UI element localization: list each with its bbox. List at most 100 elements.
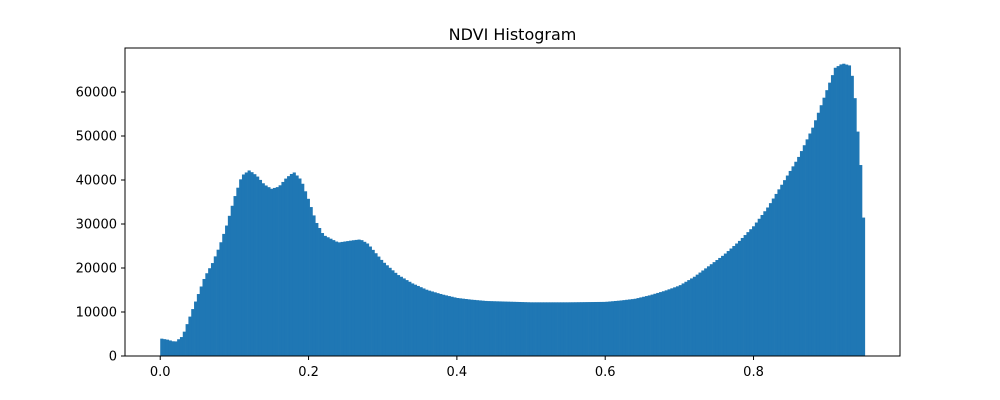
histogram-bar — [726, 251, 730, 356]
histogram-bar — [605, 301, 609, 356]
histogram-bar — [644, 296, 649, 356]
histogram-bar — [735, 243, 739, 356]
histogram-bar — [430, 291, 434, 356]
histogram-bar — [540, 302, 544, 356]
histogram-bar — [816, 112, 821, 356]
histogram-bar — [309, 207, 313, 356]
histogram-bar — [458, 298, 463, 356]
histogram-bar — [250, 172, 254, 356]
y-tick-label: 40000 — [76, 174, 117, 189]
histogram-bar — [580, 302, 584, 356]
histogram-bar — [425, 289, 429, 356]
histogram-bar — [794, 161, 798, 356]
histogram-bar — [602, 301, 606, 356]
histogram-bar — [585, 302, 589, 356]
histogram-bar — [622, 300, 626, 356]
histogram-bar — [633, 298, 637, 356]
histogram-bar — [219, 242, 223, 356]
histogram-bar — [360, 240, 364, 356]
histogram-bar — [546, 302, 550, 356]
histogram-bar — [382, 262, 387, 356]
histogram-bar — [746, 232, 750, 356]
histogram-bar — [566, 302, 570, 356]
histogram-bar — [436, 293, 440, 356]
histogram-bar — [408, 281, 412, 356]
histogram-bar — [526, 302, 530, 356]
histogram-bar — [551, 302, 556, 356]
y-tick-label: 30000 — [76, 218, 117, 233]
histogram-bar — [642, 296, 646, 356]
histogram-bar — [692, 276, 697, 356]
histogram-bar — [371, 249, 375, 356]
histogram-bar — [329, 238, 333, 356]
y-axis-ticks: 0 10000 20000 30000 40000 50000 60000 — [76, 86, 125, 365]
histogram-bar — [196, 294, 201, 356]
histogram-bar — [856, 131, 860, 356]
histogram-bar — [326, 237, 330, 356]
histogram-bar — [653, 293, 657, 356]
histogram-bar — [261, 183, 265, 356]
y-tick-label: 20000 — [76, 262, 117, 277]
histogram-bar — [659, 292, 663, 356]
histogram-bar — [712, 262, 716, 356]
histogram-bar — [205, 273, 209, 356]
histogram-bar — [456, 298, 460, 356]
histogram-bar — [312, 215, 316, 356]
histogram-bar — [357, 239, 361, 356]
histogram-bar — [484, 300, 488, 356]
histogram-bar — [289, 173, 294, 356]
histogram-bar — [258, 179, 263, 356]
histogram-bar — [737, 240, 742, 356]
x-tick-label: 0.8 — [743, 365, 764, 380]
histogram-bar — [791, 166, 795, 356]
histogram-bar — [295, 175, 299, 356]
histogram-bar — [174, 341, 178, 356]
histogram-bar — [292, 172, 296, 356]
histogram-bar — [489, 301, 494, 356]
histogram-bar — [797, 156, 801, 356]
histogram-bar — [439, 293, 443, 356]
histogram-bar — [470, 299, 474, 356]
histogram-bar — [340, 241, 344, 356]
histogram-bar — [281, 181, 285, 356]
histogram-bar — [808, 133, 812, 356]
histogram-bar — [399, 276, 403, 356]
histogram-bar — [740, 237, 744, 356]
histogram-bar — [582, 302, 587, 356]
histogram-bar — [320, 233, 325, 356]
histogram-bar — [715, 260, 719, 356]
histogram-bar — [303, 191, 308, 356]
histogram-bar — [464, 299, 468, 356]
histogram-bar — [368, 246, 372, 356]
histogram-bar — [210, 263, 215, 356]
histogram-bar — [630, 299, 635, 356]
histogram-bar — [473, 299, 477, 356]
histogram-bar — [461, 298, 465, 356]
histogram-bar — [199, 286, 203, 356]
histogram-bar — [318, 228, 322, 356]
histogram-bar — [571, 302, 575, 356]
histogram-bar — [241, 174, 246, 356]
histogram-bar — [560, 302, 564, 356]
histogram-bar — [529, 302, 533, 356]
histogram-bar — [284, 178, 288, 356]
x-tick-label: 0.6 — [595, 365, 616, 380]
histogram-bar — [828, 82, 832, 357]
histogram-bar — [380, 259, 384, 356]
x-axis-ticks: 0.0 0.2 0.4 0.6 0.8 — [150, 356, 764, 380]
histogram-bar — [850, 75, 854, 356]
histogram-bar — [611, 301, 615, 356]
histogram-bar — [247, 170, 251, 356]
histogram-bar — [766, 207, 770, 356]
histogram-bar — [568, 302, 573, 356]
histogram-bar — [337, 242, 341, 356]
histogram-bar — [160, 338, 164, 356]
histogram-bar — [433, 292, 437, 356]
histogram-bar — [422, 288, 426, 356]
histogram-bar — [501, 301, 505, 356]
histogram-bar — [498, 301, 502, 356]
histogram-bar — [833, 67, 837, 356]
histogram-bar — [492, 301, 496, 356]
histogram-bar — [836, 66, 840, 356]
histogram-bar — [349, 240, 353, 356]
